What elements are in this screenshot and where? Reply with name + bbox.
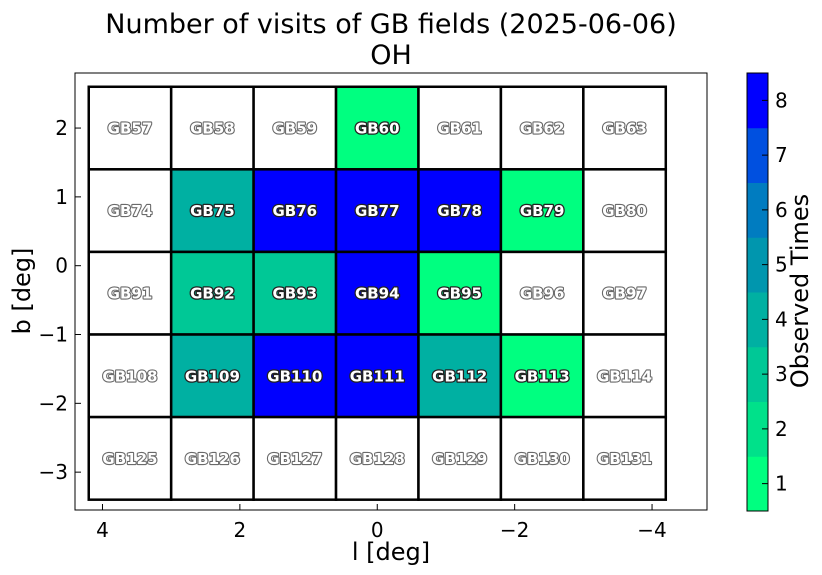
field-label: GB95 [437,285,482,303]
field-grid: GB57 GB58 GB59 GB60 GB61 GB62 GB63 GB74 GB75 GB76… [87,85,668,501]
x-tick-label: −2 [500,518,529,542]
field-cell [582,85,668,171]
field-label: GB62 [520,120,565,138]
colorbar: 1 2 3 4 5 6 7 8 [746,72,788,512]
colorbar-segment [747,182,768,238]
field-label: GB78 [437,202,482,220]
colorbar-tick-label: 6 [775,198,788,222]
field-label: GB79 [520,202,565,220]
colorbar-tick-label: 3 [775,362,788,386]
field-label: GB125 [102,450,157,468]
chart-title: Number of visits of GB fields (2025-06-0… [105,9,676,40]
field-label: GB96 [520,285,565,303]
field-label: GB63 [602,120,647,138]
field-label: GB126 [185,450,240,468]
field-label: GB112 [432,367,487,385]
field-label: GB60 [355,120,400,138]
field-cell [499,250,585,336]
y-tick-label: 0 [55,254,68,278]
field-cell [582,333,668,419]
chart-subtitle: OH [370,40,412,71]
field-label: GB92 [190,285,235,303]
field-cell [169,415,255,501]
colorbar-segment [747,346,768,402]
y-tick-label: 1 [55,185,68,209]
field-cell [87,85,173,171]
field-label: GB61 [437,120,482,138]
field-cell [169,250,255,336]
field-cell [582,415,668,501]
field-label: GB131 [597,450,652,468]
field-label: GB108 [102,367,157,385]
field-cell [499,415,585,501]
field-label: GB97 [602,285,647,303]
field-cell [87,250,173,336]
x-tick-label: 2 [234,518,247,542]
field-label: GB114 [597,367,652,385]
field-label: GB80 [602,202,647,220]
field-label: GB109 [185,367,240,385]
field-label: GB128 [350,450,405,468]
field-cell [417,85,503,171]
colorbar-segment [747,237,768,293]
field-label: GB74 [108,202,153,220]
colorbar-segment [747,292,768,348]
field-label: GB110 [267,367,322,385]
field-cell [417,250,503,336]
field-cell [417,415,503,501]
colorbar-segment [747,73,768,129]
field-cell [334,250,420,336]
field-label: GB59 [273,120,318,138]
field-label: GB93 [273,285,318,303]
x-axis: 4 2 0 −2 −4 [96,504,667,542]
colorbar-frame [746,72,769,512]
field-label: GB127 [267,450,322,468]
y-tick-label: −2 [39,391,68,415]
field-cell [334,168,420,254]
field-label: GB113 [515,367,570,385]
field-label: GB57 [108,120,153,138]
x-axis-label: l [deg] [352,538,430,566]
field-label: GB58 [190,120,235,138]
field-cell [417,333,503,419]
colorbar-tick-label: 4 [775,307,788,331]
field-cell [499,168,585,254]
colorbar-segment [747,127,768,183]
colorbar-tick-label: 7 [775,143,788,167]
y-tick-label: −3 [39,460,68,484]
field-label: GB130 [515,450,570,468]
y-axis: 2 1 0 −1 −2 −3 [39,116,81,484]
colorbar-segment [747,456,768,512]
colorbar-tick-label: 1 [775,472,788,496]
field-label: GB76 [273,202,318,220]
field-label: GB91 [108,285,153,303]
y-tick-label: 2 [55,116,68,140]
field-cell [582,250,668,336]
field-label: GB75 [190,202,235,220]
field-cell [87,333,173,419]
x-tick-label: 4 [96,518,109,542]
field-cell [169,168,255,254]
field-label: GB94 [355,285,400,303]
colorbar-segment [747,401,768,457]
field-label: GB129 [432,450,487,468]
x-tick-label: 0 [371,518,384,542]
y-axis-label: b [deg] [8,248,36,335]
x-tick-label: −4 [637,518,666,542]
colorbar-tick-label: 8 [775,88,788,112]
y-tick-label: −1 [39,323,68,347]
field-label: GB111 [350,367,405,385]
field-label: GB77 [355,202,400,220]
colorbar-tick-label: 2 [775,417,788,441]
colorbar-label: Observed Times [786,194,814,388]
colorbar-tick-label: 5 [775,253,788,277]
